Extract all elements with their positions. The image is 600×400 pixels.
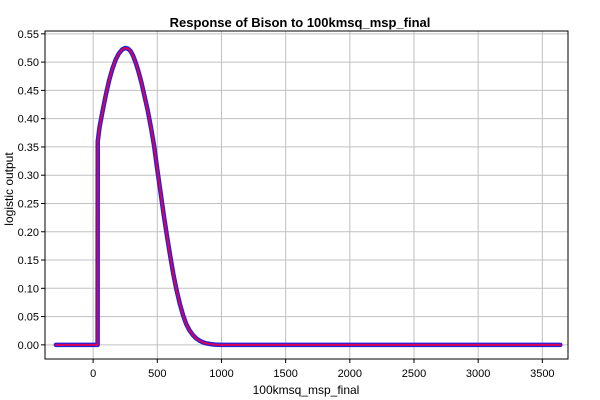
y-tick-label: 0.20 <box>18 227 39 239</box>
y-axis-ticks: 0.00 0.05 0.10 0.15 0.20 0.25 0.30 0.35 0.40 0.45… <box>18 29 45 352</box>
x-tick-label: 3500 <box>530 368 554 380</box>
mean-response-path <box>54 46 562 346</box>
y-tick-label: 0.00 <box>18 340 39 352</box>
y-tick-label: 0.15 <box>18 255 39 267</box>
x-tick-label: 3000 <box>466 368 490 380</box>
x-tick-label: 1000 <box>209 368 233 380</box>
y-tick-label: 0.30 <box>18 170 39 182</box>
x-tick-label: 2000 <box>338 368 362 380</box>
y-tick-label: 0.05 <box>18 312 39 324</box>
x-tick-label: 2500 <box>402 368 426 380</box>
y-tick-label: 0.40 <box>18 114 39 126</box>
x-tick-label: 0 <box>90 368 96 380</box>
y-axis-label: logistic output <box>2 152 16 226</box>
y-tick-label: 0.25 <box>18 198 39 210</box>
x-tick-label: 1500 <box>273 368 297 380</box>
grid-lines <box>45 31 568 359</box>
y-tick-label: 0.10 <box>18 283 39 295</box>
y-tick-label: 0.50 <box>18 57 39 69</box>
mean-response-line <box>54 46 562 346</box>
y-tick-label: 0.55 <box>18 29 39 41</box>
y-tick-label: 0.35 <box>18 142 39 154</box>
chart-title: Response of Bison to 100kmsq_msp_final <box>170 15 431 30</box>
variability-band <box>53 45 563 348</box>
plot-area-frame <box>44 30 569 360</box>
x-axis-ticks: 0 500 1000 1500 2000 2500 3000 3500 <box>90 359 555 380</box>
x-axis-label: 100kmsq_msp_final <box>253 383 360 397</box>
y-tick-label: 0.45 <box>18 85 39 97</box>
x-tick-label: 500 <box>148 368 166 380</box>
variability-band-path <box>53 45 563 348</box>
